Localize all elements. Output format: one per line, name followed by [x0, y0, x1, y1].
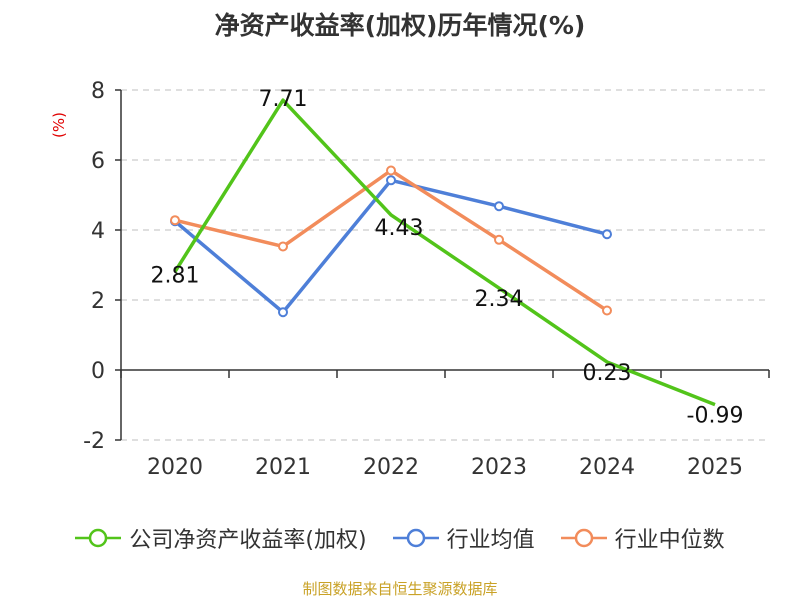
- x-tick-label: 2023: [471, 455, 527, 480]
- data-label: 7.71: [259, 87, 308, 112]
- data-point-industry_median: [278, 241, 288, 252]
- legend-swatch-industry-avg: [392, 528, 439, 548]
- gridlines: [121, 89, 769, 441]
- legend: 公司净资产收益率(加权) 行业均值 行业中位数: [0, 518, 800, 558]
- data-label: 2.81: [151, 264, 200, 289]
- series-line-industry_avg: [173, 178, 608, 314]
- x-tick-label: 2024: [579, 455, 635, 480]
- y-tick-label: 2: [91, 289, 105, 314]
- legend-swatch-industry-median: [560, 528, 607, 548]
- data-point-industry_avg: [386, 175, 396, 186]
- x-tick-label: 2020: [147, 455, 203, 480]
- x-tick-label: 2021: [255, 455, 311, 480]
- axes: -2 0 2 4 6 8 2020 2021 2022 2023 2024 2025: [83, 79, 770, 480]
- data-point-industry_median: [494, 234, 504, 245]
- y-axis-label: (%): [50, 112, 68, 138]
- data-point-industry_median: [386, 165, 396, 176]
- data-point-industry_avg: [494, 201, 504, 212]
- series-layer: [170, 98, 716, 407]
- data-label: -0.99: [687, 404, 744, 429]
- legend-label-industry-median: 行业中位数: [614, 528, 725, 553]
- legend-label-company: 公司净资产收益率(加权): [129, 528, 367, 553]
- y-tick-label: 4: [91, 219, 105, 244]
- data-point-industry_median: [602, 305, 612, 316]
- y-tick-label: 8: [91, 79, 105, 104]
- x-tick-label: 2022: [363, 455, 419, 480]
- source-note: 制图数据来自恒生聚源数据库: [302, 580, 498, 598]
- data-point-industry_avg: [602, 229, 612, 240]
- series-line-company: [173, 98, 716, 407]
- y-tick-label: 0: [91, 359, 105, 384]
- legend-label-industry-avg: 行业均值: [446, 528, 535, 553]
- x-tick-label: 2025: [687, 455, 743, 480]
- legend-swatch-company: [75, 528, 122, 548]
- y-tick-label: -2: [83, 429, 105, 454]
- chart-title: 净资产收益率(加权)历年情况(%): [214, 11, 586, 40]
- data-label: 2.34: [475, 287, 524, 312]
- y-tick-label: 6: [91, 149, 105, 174]
- legend-item-industry-avg[interactable]: 行业均值: [392, 522, 535, 554]
- data-point-industry_median: [170, 215, 180, 226]
- data-labels: 2.81 7.71 4.43 2.34 0.23 -0.99: [151, 87, 744, 429]
- data-point-industry_avg: [278, 307, 288, 318]
- legend-item-company[interactable]: 公司净资产收益率(加权): [75, 522, 367, 554]
- data-label: 4.43: [375, 216, 424, 241]
- data-label: 0.23: [583, 361, 632, 386]
- legend-item-industry-median[interactable]: 行业中位数: [560, 522, 725, 554]
